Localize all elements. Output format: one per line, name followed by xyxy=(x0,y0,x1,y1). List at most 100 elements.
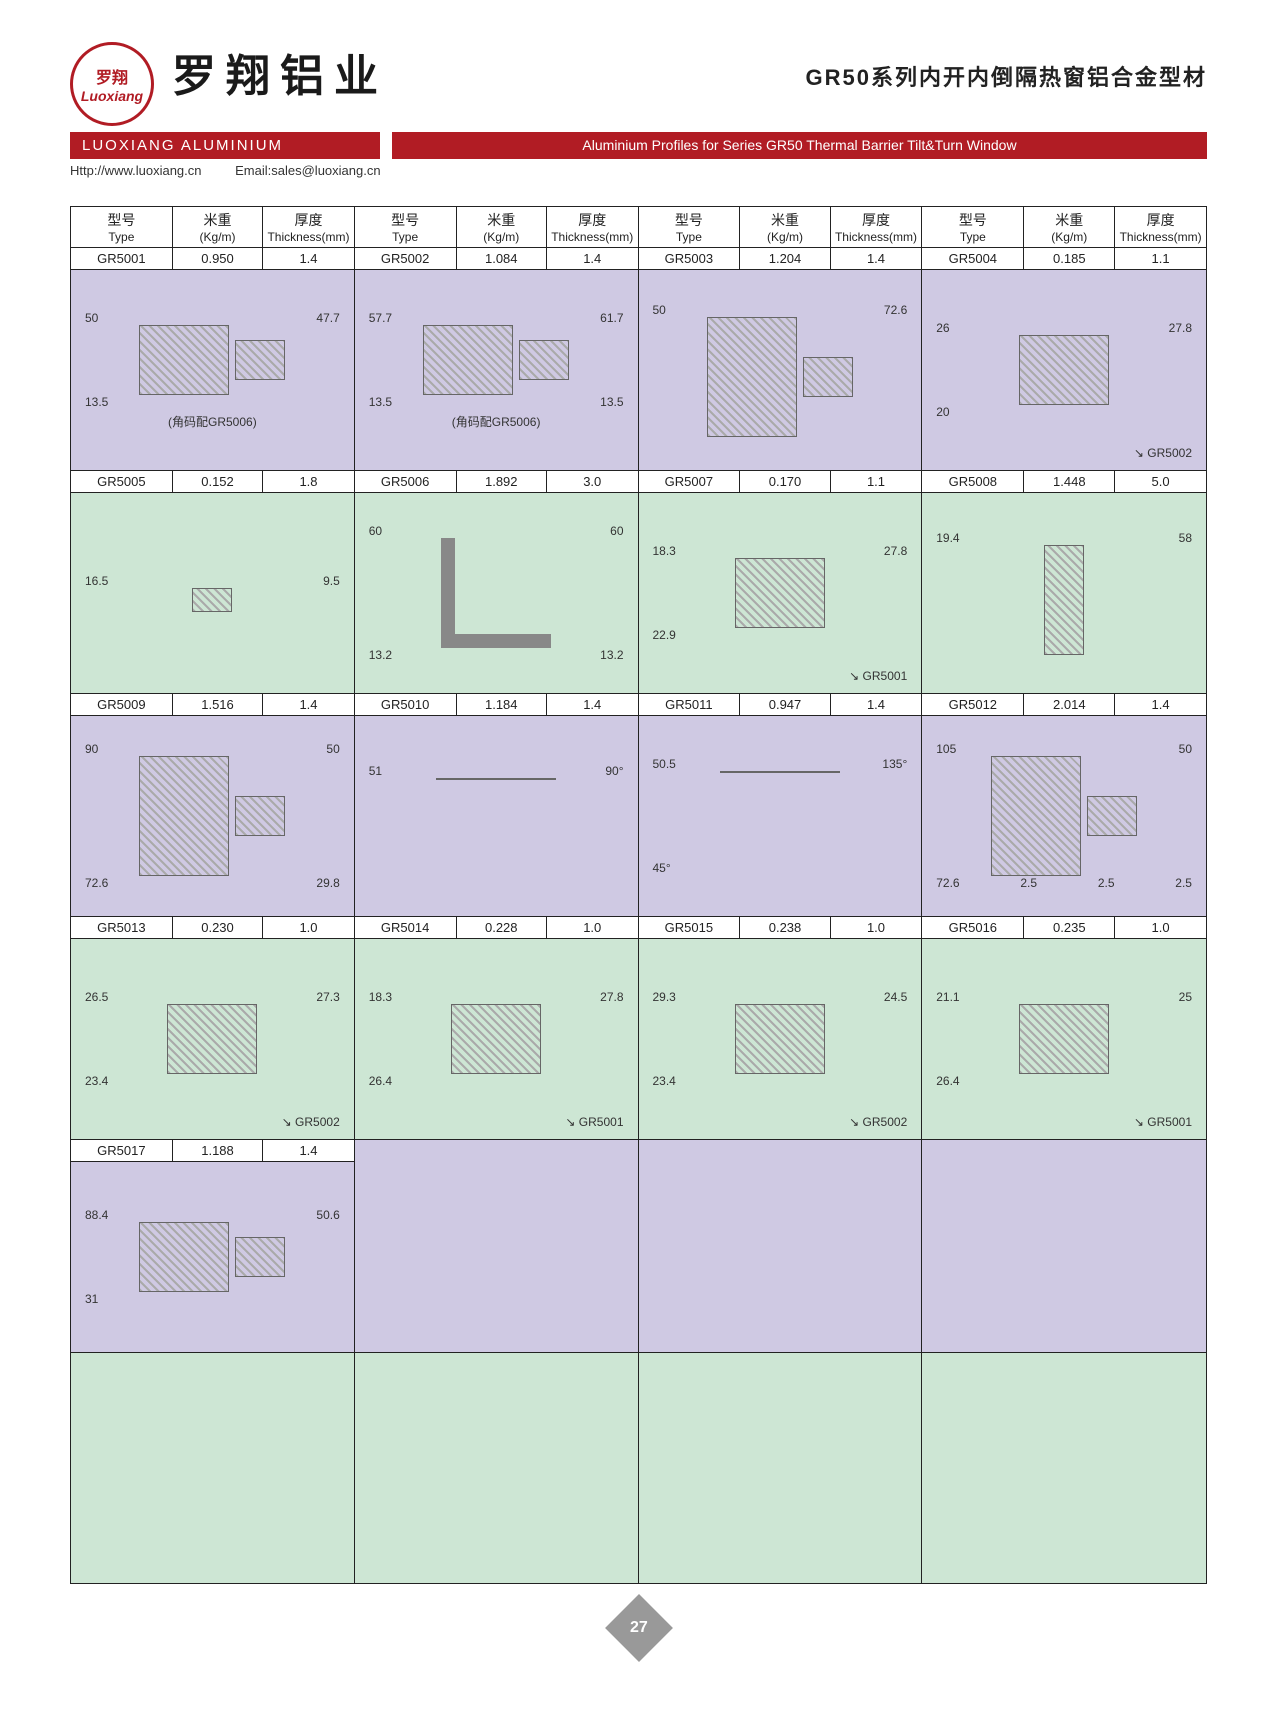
profile-section-drawing xyxy=(451,1004,541,1074)
profile-weight: 0.152 xyxy=(173,471,263,492)
profile-catalog-grid: 型号Type 米重(Kg/m) 厚度Thickness(mm) 型号Type 米… xyxy=(70,206,1207,1584)
profile-type: GR5016 xyxy=(922,917,1024,938)
profile-diagram: 18.327.822.9↘ GR5001 xyxy=(639,493,922,693)
profile-note: (角码配GR5006) xyxy=(168,413,257,430)
profile-weight: 0.947 xyxy=(740,694,830,715)
dimension-labels: 26.4 xyxy=(930,1074,1198,1088)
profile-cell: GR50140.2281.018.327.826.4↘ GR5001 xyxy=(355,917,639,1139)
profile-type: GR5003 xyxy=(639,248,741,269)
page-number: 27 xyxy=(630,1619,648,1637)
profile-cell xyxy=(639,1140,923,1352)
profile-cell: GR50150.2381.029.324.523.4↘ GR5002 xyxy=(639,917,923,1139)
profile-diagram xyxy=(71,1353,354,1583)
logo-text-cn: 罗翔 xyxy=(96,64,128,88)
series-title-cn: GR50系列内开内倒隔热窗铝合金型材 xyxy=(699,60,1208,92)
website-text: Http://www.luoxiang.cn xyxy=(70,163,202,178)
profile-diagram xyxy=(639,1353,922,1583)
profile-diagram xyxy=(922,1353,1206,1583)
profile-thickness: 1.1 xyxy=(831,471,921,492)
profile-thickness: 1.0 xyxy=(831,917,921,938)
profile-weight: 1.084 xyxy=(457,248,547,269)
profile-cell: GR50070.1701.118.327.822.9↘ GR5001 xyxy=(639,471,923,693)
header-cell: 型号Type 米重(Kg/m) 厚度Thickness(mm) xyxy=(639,207,923,247)
dimension-labels: 22.9 xyxy=(647,628,914,642)
dimension-labels: 57.761.7 xyxy=(363,311,630,325)
profile-weight: 0.185 xyxy=(1024,248,1115,269)
profile-diagram: 5072.6 xyxy=(639,270,922,470)
profile-type: GR5002 xyxy=(355,248,457,269)
header-cell: 型号Type 米重(Kg/m) 厚度Thickness(mm) xyxy=(355,207,639,247)
profile-section-drawing xyxy=(1019,335,1109,405)
profile-cell: GR50050.1521.816.59.5 xyxy=(71,471,355,693)
profile-cell: GR50031.2041.4 5072.6 xyxy=(639,248,923,470)
dimension-labels: 13.513.5 xyxy=(363,395,630,409)
dimension-labels: 18.327.8 xyxy=(363,990,630,1004)
header-cell: 型号Type 米重(Kg/m) 厚度Thickness(mm) xyxy=(922,207,1206,247)
brand-logo: 罗翔 Luoxiang xyxy=(70,42,154,126)
profile-diagram: 19.458 xyxy=(922,493,1206,693)
dimension-labels: 16.59.5 xyxy=(79,574,346,588)
profile-type: GR5017 xyxy=(71,1140,173,1161)
profile-section-drawing xyxy=(139,1222,285,1292)
profile-diagram xyxy=(922,1140,1206,1352)
profile-diagram: 1055072.62.52.52.5 xyxy=(922,716,1206,916)
dimension-labels: 13.213.2 xyxy=(363,648,630,662)
profile-diagram: 50.5135°45° xyxy=(639,716,922,916)
reference-label: ↘ GR5001 xyxy=(565,1115,623,1129)
profile-diagram: 26.527.323.4↘ GR5002 xyxy=(71,939,354,1139)
dimension-labels: 5190° xyxy=(363,764,630,778)
profile-diagram: 5047.713.5(角码配GR5006) xyxy=(71,270,354,470)
profile-weight: 1.184 xyxy=(457,694,547,715)
profile-cell: GR50010.9501.45047.713.5(角码配GR5006) xyxy=(71,248,355,470)
page-number-badge: 27 xyxy=(605,1594,673,1662)
profile-cell: GR50091.5161.4905072.629.8 xyxy=(71,694,355,916)
profile-cell: GR50171.1881.488.450.631 xyxy=(71,1140,355,1352)
profile-cell: GR50101.1841.45190° xyxy=(355,694,639,916)
profile-thickness: 1.0 xyxy=(547,917,637,938)
profile-thickness: 1.4 xyxy=(263,694,353,715)
profile-type: GR5008 xyxy=(922,471,1024,492)
profile-cell: GR50081.4485.019.458 xyxy=(922,471,1206,693)
profile-cell: GR50122.0141.41055072.62.52.52.5 xyxy=(922,694,1206,916)
logo-text-en: Luoxiang xyxy=(81,88,143,104)
header-cell: 型号Type 米重(Kg/m) 厚度Thickness(mm) xyxy=(71,207,355,247)
dimension-labels: 9050 xyxy=(79,742,346,756)
profile-section-drawing xyxy=(423,325,569,395)
profile-section-drawing xyxy=(707,317,853,437)
profile-weight: 1.204 xyxy=(740,248,830,269)
profile-section-drawing xyxy=(735,558,825,628)
profile-weight: 1.516 xyxy=(173,694,263,715)
profile-type: GR5009 xyxy=(71,694,173,715)
profile-type: GR5010 xyxy=(355,694,457,715)
profile-diagram: 5190° xyxy=(355,716,638,916)
dimension-labels: 6060 xyxy=(363,524,630,538)
profile-weight: 2.014 xyxy=(1024,694,1115,715)
series-title: GR50系列内开内倒隔热窗铝合金型材 xyxy=(699,40,1208,92)
dimension-labels: 2627.8 xyxy=(930,321,1198,335)
profile-section-drawing xyxy=(139,325,285,395)
profile-weight: 1.892 xyxy=(457,471,547,492)
dimension-labels: 5072.6 xyxy=(647,303,914,317)
profile-cell xyxy=(355,1353,639,1583)
profile-thickness: 1.0 xyxy=(1115,917,1206,938)
email-text: Email:sales@luoxiang.cn xyxy=(235,163,380,178)
profile-type: GR5015 xyxy=(639,917,741,938)
profile-thickness: 1.0 xyxy=(263,917,353,938)
profile-section-drawing xyxy=(192,588,232,612)
profile-diagram: 21.12526.4↘ GR5001 xyxy=(922,939,1206,1139)
profile-type: GR5004 xyxy=(922,248,1024,269)
profile-cell: GR50021.0841.457.761.713.513.5(角码配GR5006… xyxy=(355,248,639,470)
profile-thickness: 1.4 xyxy=(831,248,921,269)
profile-section-drawing xyxy=(991,756,1137,876)
profile-cell: GR50061.8923.0606013.213.2 xyxy=(355,471,639,693)
profile-diagram: 88.450.631 xyxy=(71,1162,354,1352)
dimension-labels: 50.5135° xyxy=(647,757,914,771)
profile-section-drawing xyxy=(167,1004,257,1074)
profile-cell: GR50160.2351.021.12526.4↘ GR5001 xyxy=(922,917,1206,1139)
profile-diagram: 57.761.713.513.5(角码配GR5006) xyxy=(355,270,638,470)
profile-thickness: 1.4 xyxy=(263,1140,353,1161)
profile-thickness: 1.1 xyxy=(1115,248,1206,269)
profile-section-drawing xyxy=(1044,545,1084,655)
catalog-row: GR50091.5161.4905072.629.8GR50101.1841.4… xyxy=(71,694,1206,917)
profile-diagram: 16.59.5 xyxy=(71,493,354,693)
